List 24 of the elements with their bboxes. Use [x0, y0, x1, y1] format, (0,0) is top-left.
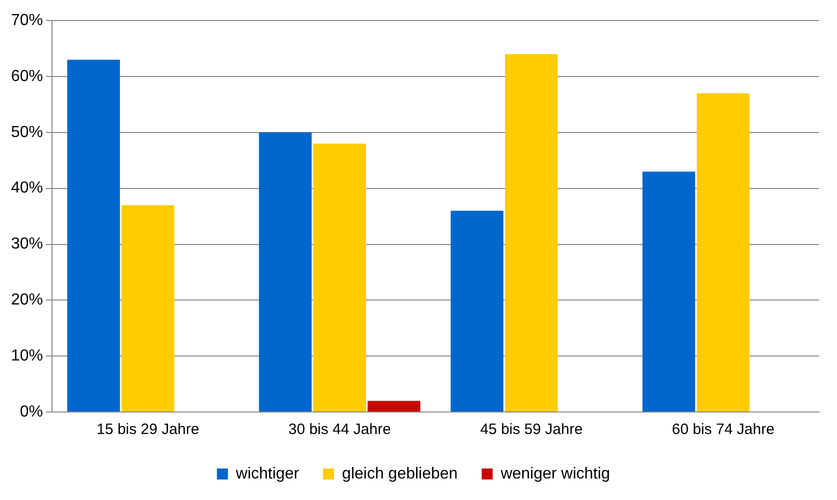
x-tick-label: 15 bis 29 Jahre — [96, 421, 200, 438]
x-tick-label: 45 bis 59 Jahre — [480, 421, 583, 438]
bar — [313, 144, 366, 412]
bar — [696, 93, 750, 412]
bar — [67, 60, 120, 412]
y-tick-label: 50% — [10, 124, 44, 141]
y-tick-label: 60% — [10, 68, 44, 85]
x-tick-label: 30 bis 44 Jahre — [288, 421, 391, 438]
x-tick-label: 60 bis 74 Jahre — [672, 421, 774, 438]
y-tick-label: 40% — [10, 180, 44, 197]
bar — [642, 172, 696, 412]
bar — [450, 210, 504, 412]
bar — [122, 205, 174, 412]
legend-label: wichtiger — [234, 465, 300, 482]
bar — [258, 132, 312, 412]
bar — [505, 54, 558, 412]
y-tick-label: 10% — [10, 347, 44, 364]
y-tick-label: 20% — [10, 292, 44, 309]
y-tick-label: 30% — [10, 236, 44, 253]
legend-label: gleich geblieben — [342, 465, 458, 482]
legend-label: weniger wichtig — [500, 465, 610, 482]
y-tick-label: 0% — [20, 403, 44, 420]
y-tick-label: 70% — [10, 12, 44, 30]
bar — [368, 400, 420, 412]
